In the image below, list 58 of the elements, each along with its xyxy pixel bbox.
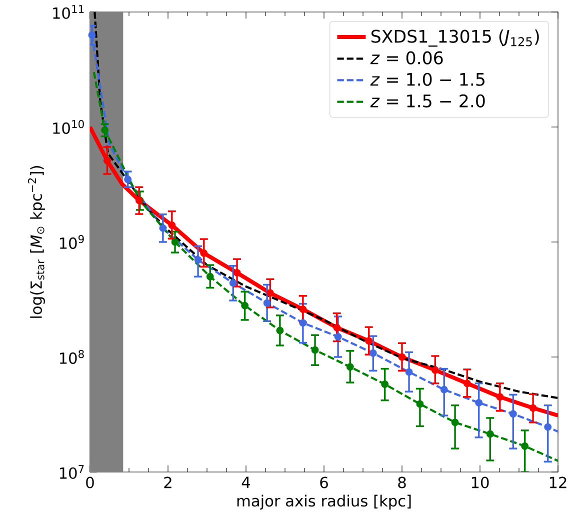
y-tick-label: 10$^{10}$ xyxy=(53,120,84,134)
point xyxy=(168,221,176,229)
point xyxy=(521,442,529,450)
x-tick-label: 8 xyxy=(398,476,406,488)
y-tick-label: 10$^{11}$ xyxy=(53,5,84,19)
x-tick-label: 6 xyxy=(320,476,328,488)
point xyxy=(206,272,214,280)
point xyxy=(263,299,271,307)
y-tick-label: 10$^{9}$ xyxy=(60,234,84,249)
line-series xyxy=(92,71,558,462)
point xyxy=(509,410,517,418)
point xyxy=(233,269,241,277)
point xyxy=(405,368,413,376)
point xyxy=(475,399,483,406)
y-tick-label: 10$^{8}$ xyxy=(60,350,84,364)
y-axis-title: log(Σ$_{star}$ [M$_{⊙}$ kpc$^{−2}$]) xyxy=(28,166,45,318)
point xyxy=(200,249,208,257)
point xyxy=(440,386,448,394)
x-tick-label: 10 xyxy=(472,476,489,488)
point xyxy=(544,423,552,431)
point xyxy=(346,363,354,371)
point xyxy=(398,353,406,361)
x-tick-label: 4 xyxy=(242,476,250,488)
point xyxy=(124,176,132,184)
point xyxy=(171,238,179,246)
point xyxy=(229,279,237,287)
point xyxy=(451,418,459,426)
legend-label: z = 0.06 xyxy=(370,51,443,64)
point xyxy=(529,404,537,412)
point xyxy=(159,224,167,232)
point xyxy=(333,324,341,332)
point xyxy=(365,337,373,345)
legend-label: z = 1.0 − 1.5 xyxy=(370,72,484,86)
point xyxy=(431,366,439,374)
point xyxy=(299,319,307,327)
point xyxy=(334,333,342,340)
point xyxy=(194,256,202,264)
point xyxy=(103,156,111,164)
point xyxy=(276,326,284,334)
point xyxy=(369,349,377,357)
legend-label: z = 1.5 − 2.0 xyxy=(370,94,485,108)
point xyxy=(101,126,109,134)
point xyxy=(88,31,96,39)
x-tick-label: 0 xyxy=(86,476,94,488)
point xyxy=(416,400,424,408)
point xyxy=(486,430,494,438)
legend-label: SXDS1_13015 (J$_{125}$) xyxy=(371,29,539,47)
point xyxy=(381,380,389,388)
point xyxy=(496,393,504,401)
x-axis-title: major axis radius [kpc] xyxy=(237,494,411,510)
point xyxy=(299,306,307,314)
x-tick-label: 2 xyxy=(164,476,172,488)
point xyxy=(463,380,471,388)
x-tick-label: 12 xyxy=(550,476,566,488)
point xyxy=(241,302,249,310)
y-tick-label: 10$^{7}$ xyxy=(60,465,84,479)
point xyxy=(311,346,319,354)
point xyxy=(266,289,274,297)
